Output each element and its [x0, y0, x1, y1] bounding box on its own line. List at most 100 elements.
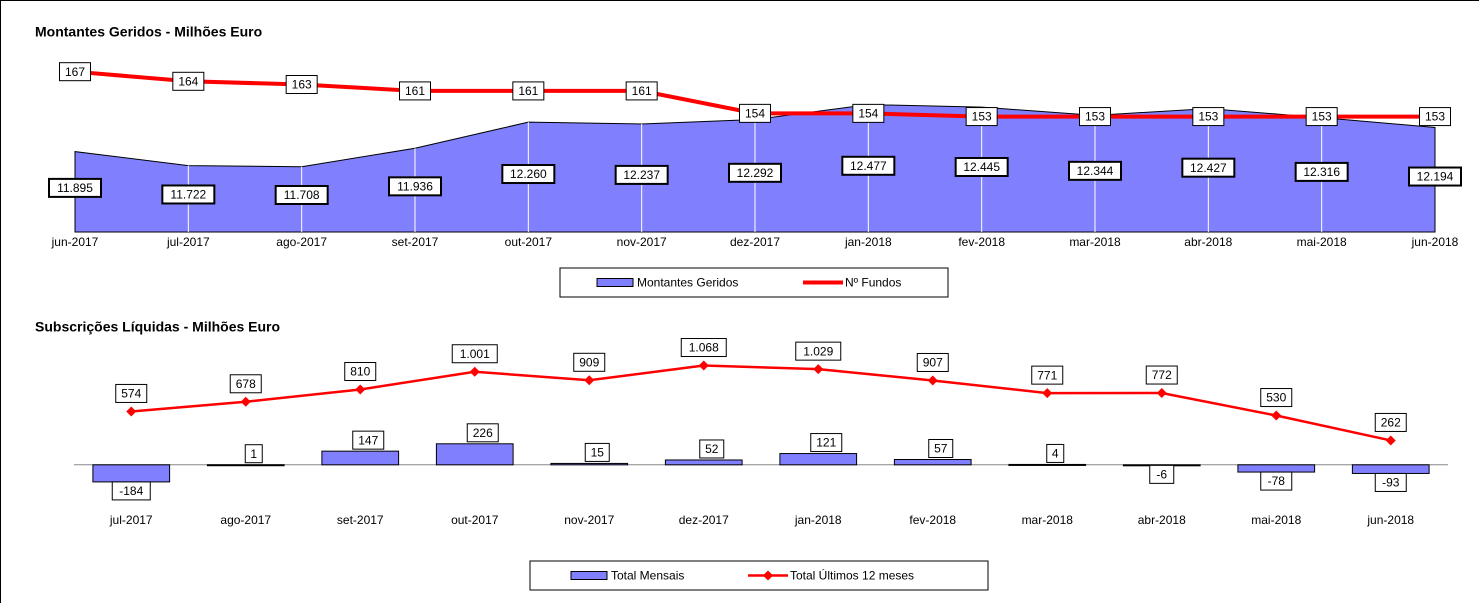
data-label: 772 [1152, 368, 1172, 382]
x-tick-label: mai-2018 [1251, 513, 1301, 527]
data-label-box [928, 439, 954, 459]
data-label-box [1031, 365, 1064, 385]
data-label: 12.260 [510, 167, 547, 181]
x-tick-label: ago-2017 [276, 235, 327, 249]
data-label-box [111, 481, 151, 501]
marker [584, 375, 595, 386]
data-label: 909 [579, 355, 599, 369]
data-label-box [161, 184, 216, 205]
data-label: 1.029 [803, 344, 833, 358]
data-label-box [573, 352, 606, 372]
data-label: 154 [858, 107, 878, 121]
data-label: 153 [1312, 110, 1332, 124]
data-label: 161 [518, 84, 538, 98]
data-label: 907 [923, 356, 943, 370]
data-label: 1 [250, 447, 257, 461]
x-tick-label: ago-2017 [220, 513, 271, 527]
data-label: 153 [1198, 110, 1218, 124]
data-label: 11.708 [284, 188, 320, 202]
data-label: 12.292 [737, 166, 774, 180]
legend-label: Total Mensais [611, 569, 684, 583]
data-label-box [810, 433, 843, 453]
data-label: 161 [405, 84, 425, 98]
data-label: 15 [591, 446, 605, 460]
data-label: -78 [1268, 474, 1286, 488]
legend-label: Nº Fundos [845, 276, 901, 290]
data-label-box [1149, 464, 1175, 484]
data-label: 226 [473, 426, 493, 440]
x-tick-label: dez-2017 [679, 513, 729, 527]
bar [92, 464, 171, 483]
data-label-box [584, 442, 610, 462]
x-tick-label: fev-2018 [909, 513, 956, 527]
data-label: -184 [119, 484, 143, 498]
x-tick-label: mar-2018 [1069, 235, 1121, 249]
data-label-box [1181, 157, 1236, 178]
legend-swatch [570, 571, 608, 580]
data-label: 1.068 [689, 341, 719, 355]
marker [1271, 410, 1282, 421]
x-tick-label: fev-2018 [958, 235, 1005, 249]
x-tick-label: out-2017 [451, 513, 499, 527]
data-label-box [1079, 107, 1111, 127]
data-label: 11.722 [170, 188, 206, 202]
data-label-box [1374, 472, 1407, 492]
data-label: 52 [705, 442, 719, 456]
bar [664, 459, 743, 466]
legend-marker [763, 570, 773, 581]
data-label: 1.001 [460, 347, 490, 361]
data-label-box [625, 81, 658, 101]
marker [927, 375, 938, 386]
data-label-box [1068, 160, 1122, 181]
chart-title: Montantes Geridos - Milhões Euro [35, 24, 262, 40]
data-label: 121 [816, 436, 836, 450]
x-tick-label: mai-2018 [1297, 235, 1347, 249]
data-label: 11.895 [57, 181, 93, 195]
data-label: 12.237 [623, 168, 660, 182]
data-label-box [614, 164, 669, 185]
data-label: 57 [934, 442, 948, 456]
data-label-box [739, 103, 771, 123]
data-label-box [1419, 107, 1451, 127]
data-label-box [512, 81, 545, 101]
data-label-box [115, 383, 148, 403]
bar [1237, 464, 1316, 473]
marker [813, 364, 824, 375]
data-label-box [916, 352, 949, 372]
marker [355, 384, 366, 395]
data-label: 12.344 [1077, 164, 1114, 178]
data-label-box [841, 155, 896, 176]
data-label: 12.445 [963, 160, 1000, 174]
data-label: 810 [350, 365, 370, 379]
bar [550, 462, 629, 466]
marker [1385, 435, 1396, 446]
x-tick-label: jun-2018 [1411, 235, 1459, 249]
data-label: 530 [1266, 391, 1286, 405]
data-label-box [172, 71, 205, 91]
data-label-box [244, 444, 263, 464]
data-label-box [1260, 388, 1293, 408]
x-tick-label: nov-2017 [617, 235, 667, 249]
data-label-box [59, 62, 91, 82]
data-label: -93 [1382, 476, 1400, 490]
data-label-box [1408, 166, 1462, 187]
data-label: 12.477 [850, 159, 887, 173]
marker [240, 396, 251, 407]
x-tick-label: jul-2017 [109, 513, 153, 527]
data-label-box [795, 341, 842, 361]
x-tick-label: abr-2018 [1138, 513, 1186, 527]
data-label-box [1046, 443, 1065, 463]
data-label: 12.194 [1417, 170, 1454, 184]
data-label: 161 [632, 84, 652, 98]
bar [1008, 463, 1087, 466]
marker [698, 360, 709, 371]
bar [206, 464, 285, 467]
data-label-box [954, 156, 1009, 177]
data-label-box [501, 164, 556, 185]
data-label-box [680, 338, 727, 358]
data-label-box [285, 75, 318, 95]
data-label: 167 [65, 65, 85, 79]
data-label: 164 [178, 74, 198, 88]
data-label: 147 [358, 433, 378, 447]
